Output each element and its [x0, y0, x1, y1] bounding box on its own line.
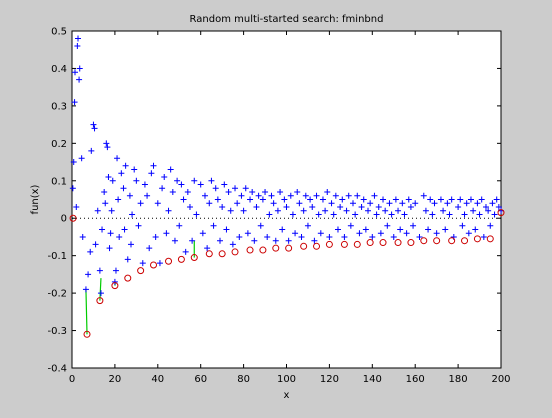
y-tick-label: -0.1: [47, 251, 67, 262]
y-tick-label: 0.2: [51, 139, 67, 150]
y-tick-label: -0.2: [47, 289, 67, 300]
x-tick-label: 60: [194, 374, 207, 385]
x-tick-label: 80: [237, 374, 250, 385]
y-tick-label: 0.1: [51, 176, 67, 187]
y-tick-label: 0.4: [51, 64, 67, 75]
x-tick-label: 100: [277, 374, 296, 385]
x-tick-label: 180: [449, 374, 468, 385]
y-tick-label: -0.4: [47, 364, 67, 375]
x-tick-label: 200: [491, 374, 510, 385]
x-tick-label: 120: [320, 374, 339, 385]
x-axis-label: x: [284, 390, 290, 401]
x-tick-label: 160: [406, 374, 425, 385]
y-tick-label: 0.3: [51, 101, 67, 112]
x-tick-label: 140: [363, 374, 382, 385]
chart-title: Random multi-started search: fminbnd: [190, 14, 384, 25]
y-tick-label: -0.3: [47, 326, 67, 337]
x-tick-label: 20: [109, 374, 122, 385]
y-tick-label: 0.5: [51, 27, 67, 38]
x-tick-label: 40: [151, 374, 164, 385]
x-tick-label: 0: [69, 374, 75, 385]
y-tick-label: 0: [61, 214, 67, 225]
y-axis-label: fun(x): [30, 184, 41, 214]
